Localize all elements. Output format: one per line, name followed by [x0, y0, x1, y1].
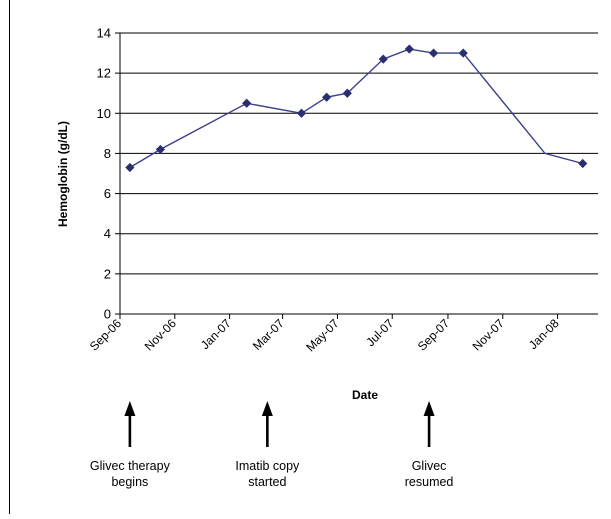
x-tick-label: Jul-07: [363, 316, 396, 349]
x-axis-ticks: Sep-06 Nov-06 Jan-07 Mar-07 May-07 Jul-07 Sep-…: [87, 314, 562, 354]
x-tick-label: Sep-07: [415, 316, 452, 353]
annotation-label: Imatib copy started: [235, 459, 300, 489]
y-axis-ticks: 0 2 4 6 8 10 12 14: [97, 26, 120, 322]
y-tick-label: 0: [104, 307, 111, 322]
data-point-marker: [428, 48, 439, 58]
x-axis-title: Date: [352, 388, 378, 402]
annotation-arrow-head: [423, 401, 435, 416]
annotation-label-line: Imatib copy: [235, 459, 300, 473]
annotation-label: Glivec therapy begins: [90, 459, 171, 489]
data-point-marker: [342, 88, 352, 98]
x-tick-label: Jan-07: [198, 316, 234, 352]
x-tick-label: Jan-08: [526, 316, 562, 352]
series-group: [125, 44, 588, 173]
annotation-label-line: Glivec therapy: [90, 459, 171, 473]
y-tick-label: 4: [104, 226, 111, 241]
annotation-group: Glivec therapy begins Imatib copy started Gl…: [90, 401, 454, 489]
data-point-marker: [322, 92, 332, 102]
x-tick-label: Sep-06: [87, 316, 124, 353]
x-tick-label: Mar-07: [250, 316, 287, 353]
x-tick-label: Nov-06: [142, 316, 179, 353]
x-tick-label: Nov-07: [470, 316, 507, 353]
data-point-marker: [378, 54, 388, 64]
annotation-arrow-head: [261, 401, 273, 416]
annotation-label-line: Glivec: [412, 459, 447, 473]
annotation-arrow-head: [124, 401, 136, 416]
data-point-marker: [404, 44, 414, 54]
data-point-marker: [578, 158, 588, 169]
gridlines: [120, 32, 598, 275]
data-point-marker: [296, 108, 307, 118]
y-tick-label: 6: [104, 186, 111, 201]
annotation-label: Glivec resumed: [405, 459, 454, 489]
data-point-marker: [155, 144, 166, 155]
data-point-marker: [458, 48, 468, 58]
y-tick-label: 2: [104, 266, 111, 281]
series-line: [129, 48, 583, 169]
data-point-marker: [242, 98, 252, 108]
left-border-rule: [9, 0, 10, 514]
data-point-marker: [125, 162, 135, 173]
y-tick-label: 14: [97, 26, 111, 41]
x-tick-label: May-07: [303, 316, 341, 354]
y-axis-title: Hemoglobin (g/dL): [56, 121, 70, 227]
y-tick-label: 12: [97, 66, 111, 81]
axes: [119, 33, 598, 315]
y-tick-label: 10: [97, 106, 111, 121]
annotation-label-line: resumed: [405, 475, 454, 489]
y-tick-label: 8: [104, 146, 111, 161]
annotation-label-line: begins: [111, 475, 148, 489]
annotation-label-line: started: [248, 475, 286, 489]
